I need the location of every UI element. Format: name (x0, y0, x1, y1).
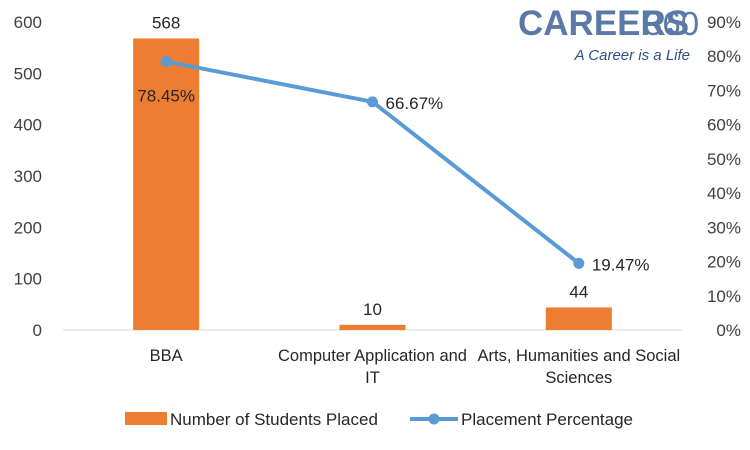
right-axis-tick-label: 90% (707, 13, 741, 32)
left-axis-tick-label: 200 (14, 218, 42, 237)
line-data-label: 66.67% (386, 94, 444, 113)
legend-bar-swatch (125, 412, 167, 425)
bar (545, 307, 612, 330)
line-data-label: 19.47% (592, 255, 650, 274)
left-axis-tick-label: 400 (14, 116, 42, 135)
left-axis-tick-label: 0 (33, 321, 42, 340)
bar (339, 324, 406, 330)
category-axis-labels: BBA Computer Application and IT Arts, Human… (150, 347, 681, 387)
right-axis-tick-label: 70% (707, 81, 741, 100)
bar-data-label: 568 (152, 13, 180, 32)
bar-data-labels: 568 10 44 (152, 13, 588, 318)
logo-brand-text: CAREERS (518, 4, 689, 43)
legend-line-marker (428, 413, 440, 425)
careers360-logo: CAREERS 360 A Career is a Life (518, 4, 699, 64)
left-axis-tick-label: 600 (14, 13, 42, 32)
bar-data-label: 10 (363, 300, 382, 319)
legend-bar-label: Number of Students Placed (170, 410, 378, 429)
right-axis-tick-label: 20% (707, 253, 741, 272)
bar-data-label: 44 (569, 282, 588, 301)
line-point (573, 257, 585, 269)
category-label: Sciences (545, 369, 612, 387)
legend-line-label: Placement Percentage (461, 410, 633, 429)
logo-tagline: A Career is a Life (574, 47, 690, 64)
bar-series (133, 38, 612, 330)
right-axis-tick-label: 60% (707, 116, 741, 135)
right-y-axis: 0% 10% 20% 30% 40% 50% 60% 70% 80% 90% (707, 13, 741, 340)
right-axis-tick-label: 50% (707, 150, 741, 169)
line-path (164, 59, 581, 266)
right-axis-tick-label: 40% (707, 184, 741, 203)
category-label: Computer Application and (278, 347, 467, 365)
line-data-labels: 78.45% 66.67% 19.47% (137, 87, 649, 275)
line-series (160, 56, 585, 269)
right-axis-tick-label: 30% (707, 218, 741, 237)
line-point (160, 56, 172, 68)
left-axis-tick-label: 300 (14, 167, 42, 186)
right-axis-tick-label: 0% (716, 321, 741, 340)
line-data-label: 78.45% (137, 87, 195, 106)
category-label: IT (365, 369, 380, 387)
right-axis-tick-label: 10% (707, 287, 741, 306)
left-axis-tick-label: 500 (14, 64, 42, 83)
category-label: Arts, Humanities and Social (477, 347, 680, 365)
category-label: BBA (150, 347, 183, 365)
logo-number-text: 360 (644, 5, 699, 42)
left-axis-tick-label: 100 (14, 270, 42, 289)
legend: Number of Students Placed Placement Perce… (125, 410, 633, 429)
left-y-axis: 0 100 200 300 400 500 600 (14, 13, 42, 340)
line-point (367, 96, 378, 108)
bar (133, 38, 200, 330)
right-axis-tick-label: 80% (707, 47, 741, 66)
